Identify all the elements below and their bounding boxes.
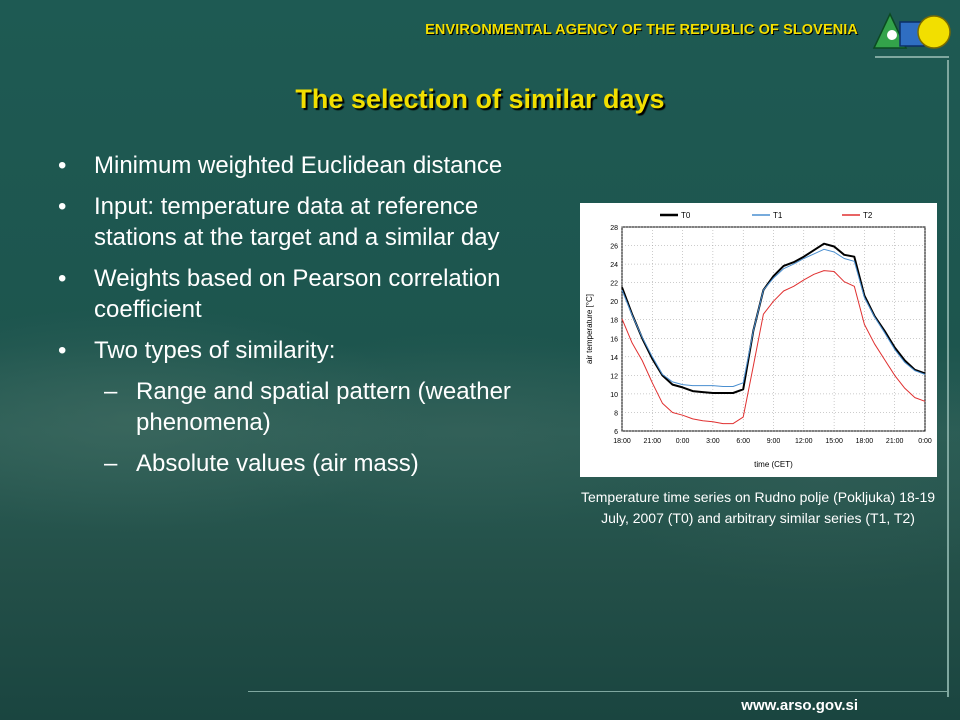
bullet-item: • Two types of similarity: — [58, 335, 558, 366]
series-line-t1 — [621, 248, 926, 387]
x-tick-label: 0:00 — [676, 438, 690, 445]
sub-bullet-item: – Range and spatial pattern (weather phe… — [58, 376, 558, 438]
y-tick-label: 22 — [610, 281, 618, 288]
slide-title: The selection of similar days — [295, 84, 665, 114]
footer-url: www.arso.gov.si — [741, 697, 858, 714]
x-tick-label: 9:00 — [767, 438, 781, 445]
y-tick-label: 12 — [610, 373, 618, 380]
legend-label-t0: T0 — [681, 211, 691, 220]
x-tick-label: 6:00 — [736, 438, 750, 445]
temperature-chart: 6 8 10 12 14 16 18 20 22 24 26 28 18:00 21:00 0:00 3:00… — [580, 203, 937, 477]
bullet-item: • Minimum weighted Euclidean distance — [58, 150, 558, 181]
y-tick-label: 14 — [610, 355, 618, 362]
dash-icon: – — [104, 378, 118, 405]
y-tick-label: 28 — [610, 225, 618, 232]
x-axis-label: time (CET) — [754, 460, 793, 469]
bullet-text: Input: temperature data at reference sta… — [94, 193, 500, 251]
y-axis-label: air temperature [°C] — [585, 294, 594, 364]
sub-bullet-text: Range and spatial pattern (weather pheno… — [136, 378, 511, 436]
legend-label-t1: T1 — [773, 211, 783, 220]
logo-divider — [947, 60, 949, 697]
x-tick-label: 15:00 — [825, 438, 843, 445]
x-tick-label: 18:00 — [613, 438, 631, 445]
bullet-text: Minimum weighted Euclidean distance — [94, 152, 503, 179]
bullet-list: • Minimum weighted Euclidean distance • … — [58, 150, 558, 489]
bullet-item: • Input: temperature data at reference s… — [58, 191, 558, 253]
footer-divider — [248, 691, 947, 692]
y-tick-label: 24 — [610, 262, 618, 269]
y-tick-label: 6 — [614, 429, 618, 436]
dash-icon: – — [104, 450, 118, 477]
series-line-t2 — [621, 270, 926, 425]
y-tick-label: 10 — [610, 392, 618, 399]
x-tick-label: 12:00 — [795, 438, 813, 445]
sub-bullet-item: – Absolute values (air mass) — [58, 448, 558, 479]
y-tick-label: 18 — [610, 318, 618, 325]
bullet-dot-icon: • — [58, 337, 67, 364]
legend-label-t2: T2 — [863, 211, 873, 220]
bullet-dot-icon: • — [58, 152, 67, 179]
x-tick-label: 18:00 — [856, 438, 874, 445]
y-tick-label: 8 — [614, 410, 618, 417]
bullet-dot-icon: • — [58, 193, 67, 220]
chart-svg: 6 8 10 12 14 16 18 20 22 24 26 28 18:00 21:00 0:00 3:00… — [585, 211, 932, 469]
chart-caption: Temperature time series on Rudno polje (… — [580, 489, 936, 526]
y-tick-label: 20 — [610, 299, 618, 306]
y-tick-label: 26 — [610, 244, 618, 251]
arso-logo — [872, 12, 951, 58]
bullet-text: Weights based on Pearson correlation coe… — [94, 265, 501, 323]
bullet-text: Two types of similarity: — [94, 337, 336, 364]
y-tick-label: 16 — [610, 336, 618, 343]
sub-bullet-text: Absolute values (air mass) — [136, 450, 419, 477]
agency-name: ENVIRONMENTAL AGENCY OF THE REPUBLIC OF … — [425, 22, 858, 38]
bullet-dot-icon: • — [58, 265, 67, 292]
x-tick-label: 3:00 — [706, 438, 720, 445]
x-tick-label: 21:00 — [886, 438, 904, 445]
bullet-item: • Weights based on Pearson correlation c… — [58, 263, 558, 325]
x-tick-label: 21:00 — [644, 438, 662, 445]
x-tick-label: 0:00 — [918, 438, 932, 445]
